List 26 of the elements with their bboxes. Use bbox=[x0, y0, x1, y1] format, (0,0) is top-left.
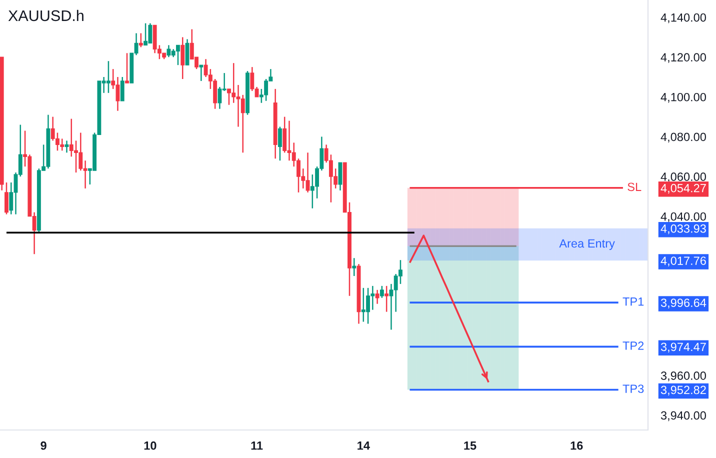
y-tick-label: 4,054.27 bbox=[660, 184, 706, 194]
y-tick-label: 4,017.76 bbox=[660, 256, 706, 266]
y-tick-label: 4,033.93 bbox=[660, 224, 706, 234]
y-tick-label: 3,974.47 bbox=[660, 342, 706, 352]
y-tick-label: 3,940.00 bbox=[660, 411, 706, 422]
x-tick-label: 9 bbox=[40, 441, 46, 450]
x-tick-label: 11 bbox=[251, 442, 263, 450]
y-tick-label: 3,952.82 bbox=[660, 386, 706, 396]
y-tick-label: 4,060.00 bbox=[660, 172, 706, 182]
x-tick-label: 14 bbox=[358, 442, 370, 450]
y-tick-label: 4,080.00 bbox=[660, 132, 706, 142]
x-tick-label: 15 bbox=[464, 442, 476, 450]
legend-label: TP1 bbox=[622, 298, 644, 306]
y-tick-label: 4,120.00 bbox=[660, 53, 706, 63]
legend-label: TP3 bbox=[622, 384, 644, 393]
legend-label: SL bbox=[628, 182, 642, 192]
y-tick-label: 4,040.00 bbox=[660, 212, 706, 222]
y-tick-label: 3,960.00 bbox=[660, 372, 706, 382]
x-tick-label: 10 bbox=[144, 441, 156, 450]
series-label: Area Entry bbox=[559, 239, 615, 250]
y-tick-label: 3,996.64 bbox=[660, 298, 706, 308]
y-tick-label: 4,140.00 bbox=[660, 13, 706, 24]
text: XAUUSD.h bbox=[8, 10, 84, 22]
x-tick-label: 16 bbox=[570, 441, 583, 450]
y-tick-label: 4,100.00 bbox=[660, 92, 706, 103]
legend-label: TP2 bbox=[622, 341, 644, 350]
